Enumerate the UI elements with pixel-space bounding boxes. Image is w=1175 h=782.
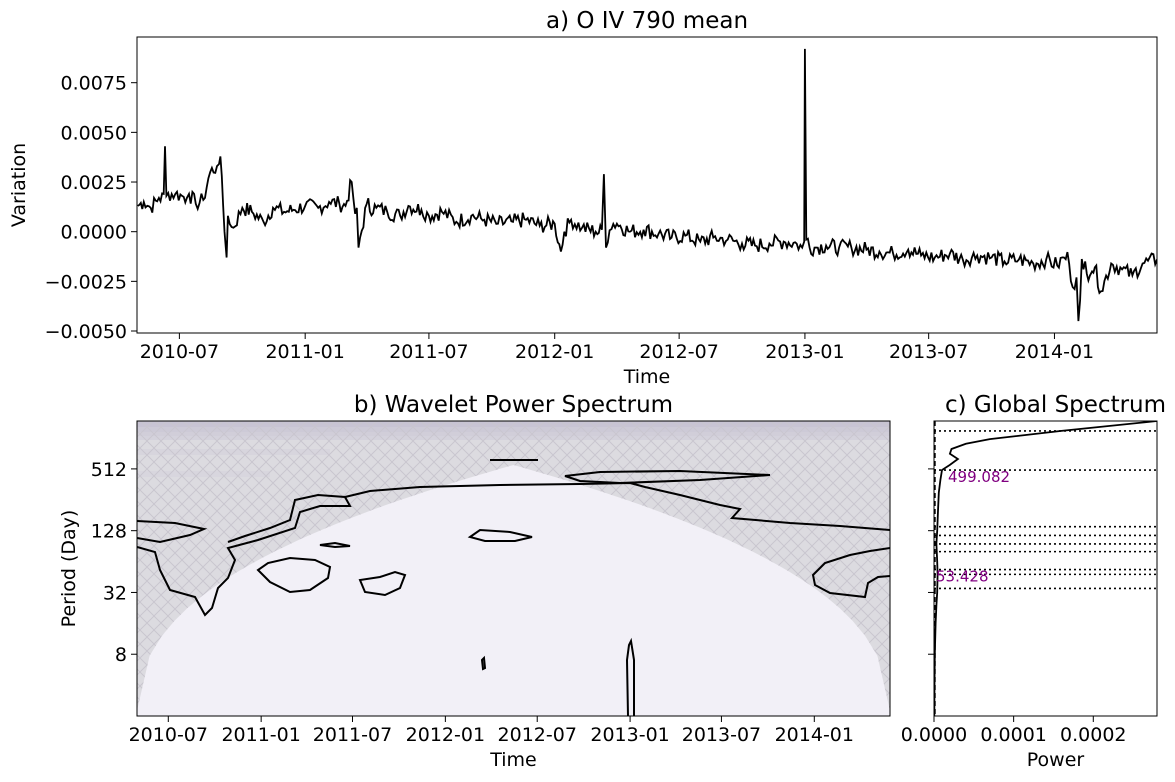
panel-b-xtick-label: 2012-07 (498, 724, 577, 746)
panel-b-xtick-label: 2012-01 (406, 724, 485, 746)
panel-c-xtick-label: 0.0001 (980, 724, 1046, 746)
panel-a-xtick-label: 2013-07 (889, 341, 968, 363)
panel-a-xlabel: Time (623, 366, 671, 388)
panel-b-ytick-label: 128 (91, 521, 127, 543)
panel-a: a) O IV 790 mean Time Variation 2010-07 2… (8, 8, 1158, 388)
panel-b-xtick-label: 2010-07 (129, 724, 208, 746)
panel-a-xtick-label: 2014-01 (1015, 341, 1094, 363)
panel-c-period-lines (934, 430, 1157, 590)
panel-c: c) Global Spectrum Power 0.0000 0.0001 0.0… (901, 392, 1166, 771)
panel-a-ytick-label: 0.0000 (61, 222, 127, 244)
panel-a-xtick-label: 2012-01 (515, 341, 594, 363)
panel-a-xtick-label: 2011-01 (265, 341, 344, 363)
panel-a-frame (136, 36, 1158, 334)
panel-b-xtick-label: 2014-01 (775, 724, 854, 746)
panel-b-ytick-label: 8 (115, 644, 127, 666)
panel-b-xtick-label: 2013-01 (590, 724, 669, 746)
panel-c-ticks: 0.0000 0.0001 0.0002 (901, 468, 1127, 746)
panel-b-xtick-label: 2013-07 (682, 724, 761, 746)
panel-c-spectrum-line (934, 421, 1157, 716)
panel-a-xtick-label: 2013-01 (765, 341, 844, 363)
panel-b-xlabel: Time (489, 749, 537, 771)
panel-a-ytick-label: −0.0050 (45, 321, 127, 343)
panel-c-frame (933, 420, 1158, 717)
cone-of-influence-hatch (137, 421, 890, 711)
panel-b: b) Wavelet Power Spectrum Time Period (D… (58, 392, 891, 771)
panel-a-xtick-label: 2010-07 (140, 341, 219, 363)
panel-c-xtick-label: 0.0000 (901, 724, 967, 746)
panel-b-ytick-label: 512 (91, 459, 127, 481)
panel-c-annotation-53: 53.428 (936, 568, 989, 586)
panel-c-xtick-label: 0.0002 (1060, 724, 1126, 746)
panel-c-title: c) Global Spectrum (945, 392, 1166, 418)
panel-a-xtick-label: 2012-07 (639, 341, 718, 363)
panel-a-ytick-label: −0.0025 (45, 271, 127, 293)
panel-c-annotation-499: 499.082 (948, 468, 1010, 486)
panel-a-ticks: 2010-07 2011-01 2011-07 2012-01 2012-07 2013-… (45, 73, 1095, 363)
panel-a-xtick-label: 2011-07 (389, 341, 468, 363)
panel-a-ytick-label: 0.0050 (61, 122, 127, 144)
panel-a-ylabel: Variation (8, 143, 30, 227)
panel-b-ylabel: Period (Day) (58, 510, 80, 628)
panel-b-title: b) Wavelet Power Spectrum (354, 392, 673, 418)
panel-a-series-line (137, 48, 1157, 322)
panel-b-frame (136, 420, 891, 717)
panel-a-ytick-label: 0.0075 (61, 73, 127, 95)
panel-c-xlabel: Power (1027, 749, 1085, 771)
panel-b-xtick-label: 2011-01 (221, 724, 300, 746)
panel-b-ytick-label: 32 (103, 582, 127, 604)
panel-b-ticks: 2010-07 2011-01 2011-07 2012-01 2012-07 2013-… (91, 459, 854, 746)
significance-contours (137, 459, 890, 716)
panel-b-xtick-label: 2011-07 (313, 724, 392, 746)
panel-a-ytick-label: 0.0025 (61, 172, 127, 194)
panel-a-title: a) O IV 790 mean (546, 8, 748, 34)
